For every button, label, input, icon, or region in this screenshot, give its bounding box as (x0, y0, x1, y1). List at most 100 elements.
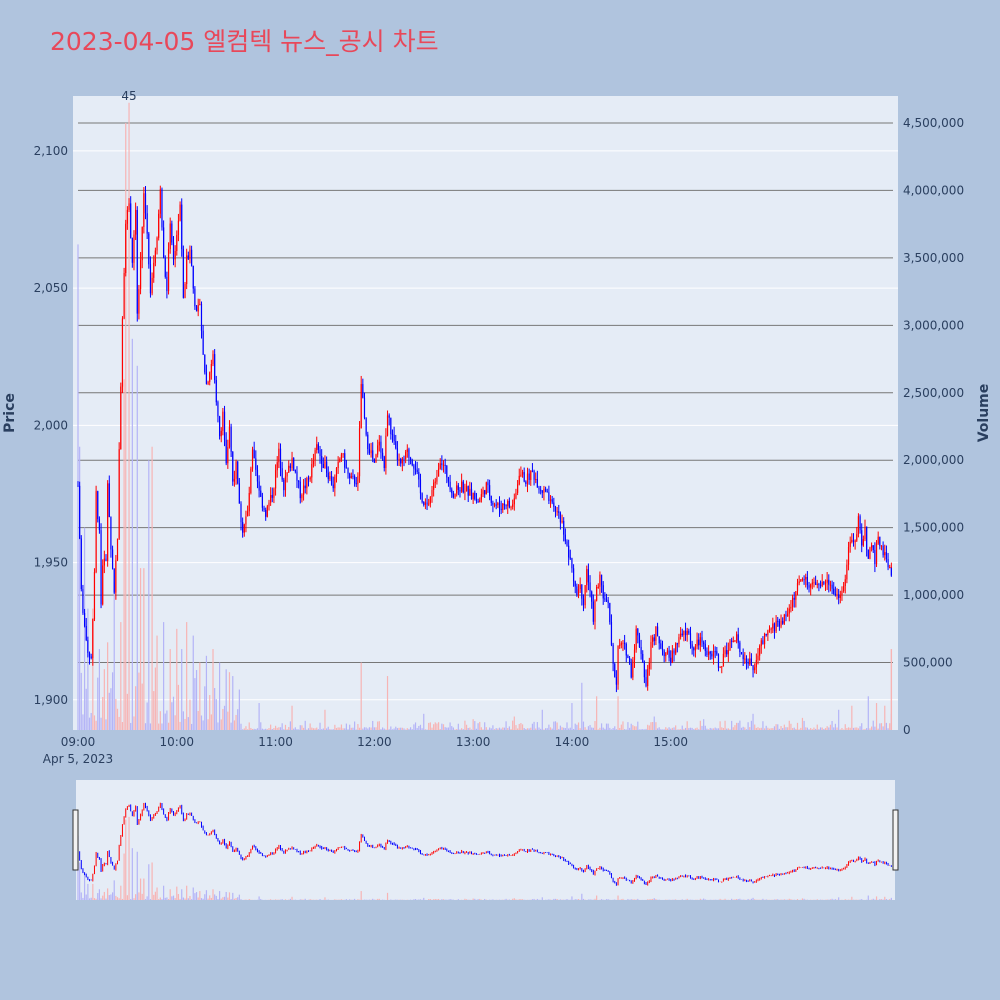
range-slider-right-handle[interactable] (892, 809, 899, 871)
candle-body (668, 650, 670, 658)
volume-bar (434, 722, 436, 730)
candle-body (732, 640, 734, 642)
volume-bar (875, 703, 878, 730)
volume-bar (118, 716, 120, 730)
nav-volume-bar (118, 898, 120, 900)
candle-body (286, 472, 288, 477)
nav-volume-bar (179, 898, 181, 900)
volume-bar (409, 727, 412, 730)
candle-body (167, 248, 170, 292)
nav-volume-bar (704, 899, 706, 900)
volume-bar (479, 721, 481, 730)
volume-bar (182, 711, 184, 730)
volume-bar (625, 729, 627, 730)
nav-volume-bar (577, 899, 580, 900)
candle-body (510, 506, 512, 508)
nav-volume-bar (627, 898, 629, 900)
nav-volume-bar (587, 899, 590, 900)
candle-body (660, 643, 662, 649)
volume-bar (619, 727, 621, 730)
volume-bar (632, 725, 634, 730)
candle-body (813, 582, 815, 584)
candle-body (95, 491, 97, 573)
candle-body (512, 504, 514, 507)
volume-bar (246, 729, 249, 730)
candle-body (576, 586, 578, 596)
nav-volume-bar (130, 899, 132, 900)
nav-volume-bar (153, 894, 155, 900)
candle-body (97, 491, 99, 520)
nav-volume-bar (159, 897, 161, 900)
nav-volume-bar (102, 895, 104, 900)
candle-body (386, 415, 389, 436)
nav-volume-bar (143, 878, 145, 900)
volume-bar (857, 728, 860, 730)
candle-body (752, 665, 754, 671)
candle-body (663, 650, 665, 657)
volume-bar (594, 721, 596, 730)
candle-body (355, 483, 357, 485)
candle-body (164, 258, 166, 277)
candle-body (141, 227, 143, 261)
price-gridlines (73, 150, 898, 701)
candle-body (246, 511, 249, 517)
candle-body (329, 476, 331, 480)
candle-body (365, 417, 367, 435)
plot-background (73, 96, 898, 730)
volume-bar (444, 727, 446, 730)
candle-body (788, 608, 790, 614)
range-slider-left-handle[interactable] (72, 809, 79, 871)
volume-bar (693, 729, 695, 730)
volume-bar (288, 727, 290, 730)
nav-volume-bar (192, 887, 194, 900)
candle-body (597, 586, 599, 588)
candle-body (149, 264, 152, 294)
volume-bar (378, 721, 380, 730)
volume-bar (872, 720, 874, 730)
volume-tick-label: 2,000,000 (903, 453, 964, 467)
volume-axis-title: Volume (976, 384, 992, 443)
candle-body (826, 579, 828, 583)
volume-bar (757, 727, 759, 730)
volume-bar (627, 722, 629, 730)
volume-bar (194, 678, 196, 730)
candle-body (831, 584, 833, 589)
volume-bar (110, 688, 112, 730)
candle-body (648, 662, 650, 670)
volume-bar (260, 722, 262, 730)
volume-bar (135, 686, 137, 730)
volume-bar (186, 622, 188, 730)
candle-body (520, 474, 522, 476)
nav-volume-bar (879, 899, 881, 900)
candle-body (403, 458, 405, 460)
nav-volume-bar (803, 898, 805, 900)
candle-body (744, 658, 746, 660)
candle-body (681, 633, 683, 636)
time-tick-label: 14:00 (555, 735, 590, 749)
candle-body (745, 658, 748, 663)
candle-body (796, 583, 799, 592)
volume-bar (342, 728, 344, 730)
candle-body (88, 652, 91, 657)
candle-body (763, 633, 766, 645)
volume-bar (467, 727, 469, 730)
range-slider-volume (77, 816, 892, 900)
volume-bar (153, 691, 155, 730)
volume-bar (220, 719, 222, 730)
range-slider[interactable] (72, 780, 899, 900)
nav-volume-bar (492, 899, 494, 900)
volume-bar (214, 688, 216, 730)
candle-body (492, 502, 494, 505)
volume-bar (566, 722, 568, 730)
candle-body (278, 448, 280, 463)
candle-body (856, 534, 858, 541)
nav-volume-bar (139, 878, 142, 900)
nav-volume-bar (202, 898, 204, 900)
candle-body (851, 539, 853, 542)
candle-body (553, 502, 555, 507)
nav-volume-bar (123, 853, 125, 900)
candle-body (615, 676, 617, 685)
volume-bar (650, 722, 652, 730)
volume-bar (195, 670, 198, 730)
